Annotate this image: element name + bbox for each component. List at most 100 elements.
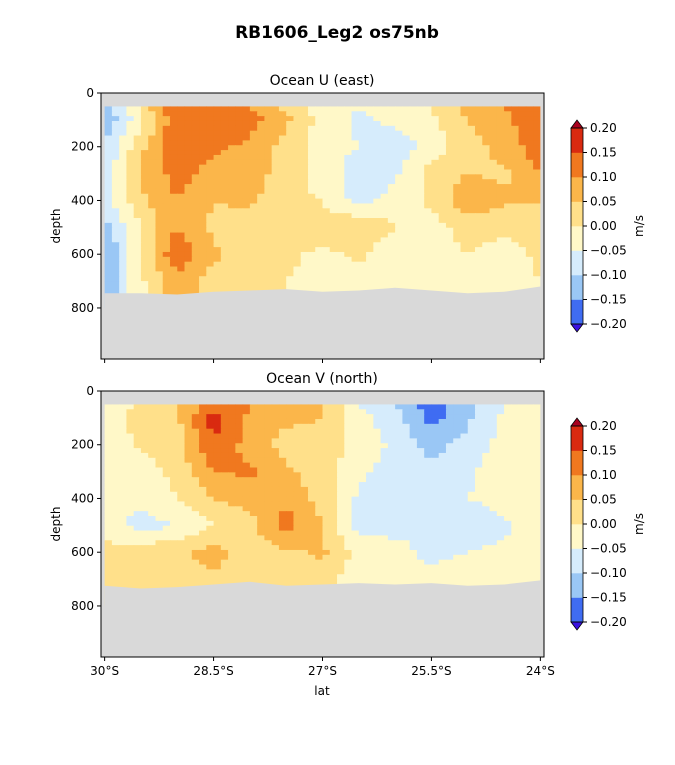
field-cell [249, 477, 258, 483]
field-cell [460, 193, 469, 200]
field-cell [257, 448, 265, 454]
field-cell [467, 501, 476, 507]
field-cell [140, 145, 149, 151]
field-cell [431, 154, 440, 161]
field-cell [155, 462, 164, 469]
field-cell [249, 213, 258, 219]
field-cell [307, 120, 316, 127]
field-cell [511, 418, 520, 425]
field-cell [213, 496, 222, 503]
field-cell [271, 574, 280, 580]
field-cell [518, 179, 527, 185]
field-cell [111, 276, 120, 282]
field-cell [489, 457, 498, 464]
field-cell [228, 574, 236, 580]
field-cell [199, 404, 207, 410]
field-cell [300, 247, 309, 253]
field-cell [271, 232, 280, 239]
field-cell [467, 203, 476, 209]
field-cell [111, 251, 120, 258]
field-cell [489, 179, 498, 185]
field-cell [431, 251, 440, 258]
field-cell [380, 574, 389, 580]
field-cell [344, 135, 353, 141]
field-cell [177, 251, 186, 258]
field-cell [235, 496, 244, 503]
field-cell [293, 198, 302, 205]
field-cell [133, 198, 142, 205]
field-cell [380, 516, 389, 522]
field-cell [504, 554, 512, 561]
field-cell [511, 564, 520, 570]
field-cell [220, 452, 229, 459]
field-cell [475, 482, 483, 488]
field-cell [300, 174, 309, 180]
field-cell [199, 554, 207, 561]
field-cell [257, 433, 265, 439]
field-cell [133, 247, 142, 253]
field-cell [264, 477, 273, 483]
field-cell [307, 535, 316, 541]
field-cell [445, 213, 454, 219]
field-cell [199, 242, 207, 248]
field-cell [489, 154, 498, 161]
field-cell [475, 554, 483, 561]
field-cell [511, 256, 520, 263]
field-cell [213, 486, 222, 493]
field-cell [249, 150, 258, 156]
field-cell [126, 457, 135, 464]
field-cell [489, 486, 498, 493]
field-cell [242, 261, 251, 268]
field-cell [177, 140, 186, 146]
field-cell [387, 438, 396, 444]
field-cell [271, 443, 280, 449]
field-cell [402, 452, 411, 459]
field-cell [126, 203, 135, 209]
field-cell [140, 150, 149, 156]
field-cell [126, 179, 135, 185]
field-cell [271, 261, 280, 268]
field-cell [213, 256, 222, 263]
field-cell [315, 545, 324, 551]
field-cell [242, 150, 251, 156]
field-cell [228, 125, 236, 132]
field-cell [235, 569, 244, 575]
field-cell [104, 218, 113, 224]
field-cell [315, 433, 324, 439]
colorbar-v-label: m/s [632, 513, 646, 535]
field-cell [511, 428, 520, 435]
field-cell [387, 486, 396, 493]
field-cell [380, 203, 389, 209]
field-cell [119, 145, 128, 151]
field-cell [424, 409, 433, 415]
field-cell [475, 213, 483, 219]
field-cell [126, 111, 135, 117]
field-cell [380, 443, 389, 449]
field-cell [322, 501, 331, 507]
field-cell [416, 150, 425, 156]
field-cell [242, 540, 251, 546]
field-cell [380, 535, 389, 541]
field-cell [322, 193, 331, 200]
panel-v-title: Ocean V (north) [266, 371, 378, 387]
field-cell [140, 266, 149, 272]
field-cell [235, 218, 244, 224]
field-cell [199, 116, 207, 122]
field-cell [126, 491, 135, 498]
field-cell [133, 242, 142, 248]
field-cell [162, 266, 171, 272]
field-cell [104, 535, 113, 541]
field-cell [518, 116, 527, 122]
field-cell [271, 222, 280, 229]
field-cell [511, 218, 520, 224]
field-cell [177, 569, 186, 575]
field-cell [257, 569, 265, 575]
field-cell [395, 457, 403, 464]
field-cell [220, 140, 229, 146]
field-cell [518, 433, 527, 439]
field-cell [249, 125, 258, 132]
field-cell [518, 159, 527, 166]
field-cell [373, 569, 382, 575]
field-cell [416, 237, 425, 243]
field-cell [351, 140, 360, 146]
